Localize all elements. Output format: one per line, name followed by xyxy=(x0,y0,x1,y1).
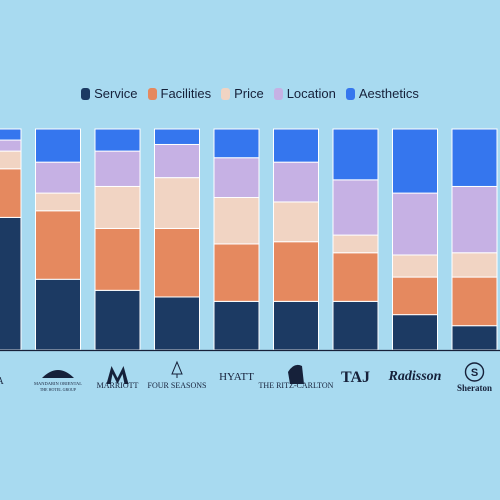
brand-logo-5: THE RITZ-CARLTON xyxy=(259,364,334,390)
bar-segment-price-2 xyxy=(94,185,141,229)
legend-label-aesthetics: Aesthetics xyxy=(358,86,419,101)
bar-segment-aesthetics-7 xyxy=(392,128,438,194)
legend-item-aesthetics: Aesthetics xyxy=(345,86,419,101)
bar-segment-location-5 xyxy=(273,161,319,203)
bar-segment-facilities-3 xyxy=(154,227,200,298)
bar-segment-service-3 xyxy=(154,296,200,351)
legend-item-location: Location xyxy=(273,86,336,101)
bar-segment-service-2 xyxy=(94,289,141,351)
legend-label-location: Location xyxy=(286,86,336,101)
legend-swatch-facilities xyxy=(147,87,157,100)
legend-swatch-price xyxy=(221,87,231,100)
brand-logo-text: Sheraton xyxy=(457,383,492,393)
bar-segment-aesthetics-5 xyxy=(273,128,319,163)
bar-segment-price-4 xyxy=(213,197,260,245)
bar-segment-facilities-0 xyxy=(0,168,22,218)
brand-logo-4: HYATT xyxy=(219,371,254,383)
legend-label-service: Service xyxy=(94,86,138,101)
brand-logo-0: IA xyxy=(0,376,5,387)
bar-segment-service-4 xyxy=(213,300,260,351)
brand-logo-text: IA xyxy=(0,376,5,387)
bar-segment-location-8 xyxy=(451,185,498,254)
bar-segment-service-1 xyxy=(35,278,81,351)
brand-logo-text: HYATT xyxy=(219,371,254,383)
legend-item-facilities: Facilities xyxy=(147,86,212,101)
bar-segment-service-0 xyxy=(0,216,22,351)
bar-segment-price-5 xyxy=(273,201,319,243)
legend-item-service: Service xyxy=(81,86,138,101)
brand-logo-text: Radisson xyxy=(388,369,442,384)
bar-segment-facilities-1 xyxy=(35,210,81,280)
legend-swatch-location xyxy=(273,87,283,100)
bar-segment-facilities-4 xyxy=(213,243,260,302)
bar-segment-price-3 xyxy=(154,177,200,229)
bar-segment-location-4 xyxy=(213,157,260,199)
brand-logo-text: MANDARIN ORIENTAL xyxy=(34,381,82,386)
bar-segment-service-5 xyxy=(273,300,319,351)
brand-logo-7: Radisson xyxy=(388,369,442,384)
bar-segment-price-1 xyxy=(35,192,81,212)
legend-swatch-aesthetics xyxy=(345,87,355,100)
bar-segment-aesthetics-3 xyxy=(154,128,200,145)
bar-segment-aesthetics-6 xyxy=(332,128,379,181)
marriott-m-icon xyxy=(106,366,129,384)
brand-logo-subtext: THE HOTEL GROUP xyxy=(40,387,77,392)
tree-icon xyxy=(171,360,183,378)
bar-segment-aesthetics-0 xyxy=(0,128,22,141)
brand-logo-text: THE RITZ-CARLTON xyxy=(259,381,334,390)
fan-icon xyxy=(42,370,74,378)
bar-segment-service-7 xyxy=(392,314,438,351)
bar-segment-aesthetics-2 xyxy=(94,128,141,152)
brand-logo-3: FOUR SEASONS xyxy=(148,360,207,390)
bar-segment-facilities-5 xyxy=(273,241,319,302)
legend-item-price: Price xyxy=(221,86,264,101)
bar-segment-location-0 xyxy=(0,139,22,152)
bar-segment-facilities-2 xyxy=(94,227,141,291)
bar-segment-aesthetics-1 xyxy=(35,128,81,163)
bar-segment-price-7 xyxy=(392,254,438,278)
bar-segment-location-6 xyxy=(332,179,379,236)
sheraton-s-icon: S xyxy=(464,362,485,382)
bar-segment-aesthetics-4 xyxy=(213,128,260,159)
svg-text:S: S xyxy=(471,367,478,379)
bar-segment-location-7 xyxy=(392,192,438,256)
legend: Service Facilities Price Location Aesthe… xyxy=(0,86,500,101)
bar-segment-facilities-8 xyxy=(451,276,498,327)
bar-segment-location-1 xyxy=(35,161,81,194)
bar-segment-service-6 xyxy=(332,300,379,351)
bar-segment-facilities-6 xyxy=(332,252,379,302)
bar-segment-location-2 xyxy=(94,150,141,187)
legend-label-price: Price xyxy=(234,86,264,101)
bar-segment-location-3 xyxy=(154,143,200,179)
brand-logo-text: TAJ xyxy=(341,369,370,386)
brand-logo-6: TAJ xyxy=(341,369,370,386)
bar-segment-price-6 xyxy=(332,234,379,254)
lion-crest-icon xyxy=(288,364,304,384)
bar-segment-service-8 xyxy=(451,325,498,351)
bar-segment-price-8 xyxy=(451,252,498,278)
bar-segment-aesthetics-8 xyxy=(451,128,498,187)
legend-label-facilities: Facilities xyxy=(160,86,212,101)
bar-segment-price-0 xyxy=(0,150,22,170)
brand-logo-2: MARRIOTT xyxy=(97,366,139,390)
brand-logo-text: MARRIOTT xyxy=(97,381,139,390)
legend-swatch-service xyxy=(81,87,91,100)
brand-logo-text: FOUR SEASONS xyxy=(148,381,207,390)
brand-logo-8: S Sheraton xyxy=(457,362,492,393)
bar-segment-facilities-7 xyxy=(392,276,438,316)
